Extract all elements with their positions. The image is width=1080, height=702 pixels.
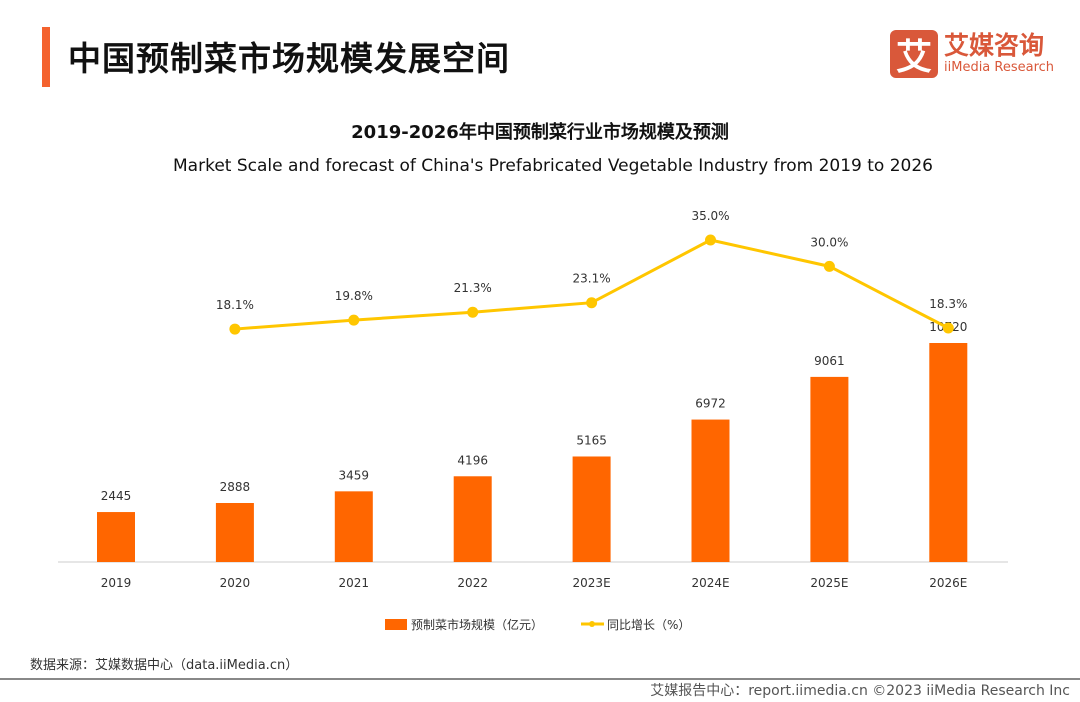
bar-value-label: 6972 xyxy=(695,397,726,411)
bar xyxy=(215,503,254,562)
x-tick-label: 2019 xyxy=(101,576,132,590)
legend-line-marker xyxy=(589,621,595,627)
bar-value-label: 2445 xyxy=(101,489,132,503)
data-source: 数据来源：艾媒数据中心（data.iiMedia.cn） xyxy=(30,658,299,673)
logo-name-cn: 艾媒咨询 xyxy=(944,31,1045,60)
title-accent-bar xyxy=(42,27,50,87)
x-tick-label: 2024E xyxy=(691,576,729,590)
x-tick-label: 2020 xyxy=(220,576,251,590)
growth-point xyxy=(942,322,954,334)
bar xyxy=(334,491,373,562)
growth-point xyxy=(348,314,360,326)
logo-name-en: iiMedia Research xyxy=(944,60,1055,75)
legend-bar-label: 预制菜市场规模（亿元） xyxy=(411,617,543,632)
footer: 艾媒报告中心：report.iimedia.cn ©2023 iiMedia R… xyxy=(650,683,1070,699)
bar-value-label: 3459 xyxy=(339,468,370,482)
x-tick-label: 2023E xyxy=(573,576,611,590)
x-tick-label: 2025E xyxy=(810,576,848,590)
bar xyxy=(572,456,611,562)
bar xyxy=(453,476,492,562)
growth-value-label: 30.0% xyxy=(810,235,848,249)
x-tick-label: 2022 xyxy=(457,576,488,590)
bar xyxy=(810,376,849,562)
x-tick-label: 2026E xyxy=(929,576,967,590)
bar-value-label: 9061 xyxy=(814,354,845,368)
growth-value-label: 18.1% xyxy=(216,298,254,312)
growth-value-label: 23.1% xyxy=(573,272,611,286)
footer-divider xyxy=(0,678,1080,680)
chart-subtitle: Market Scale and forecast of China's Pre… xyxy=(173,156,933,176)
growth-value-label: 21.3% xyxy=(454,281,492,295)
growth-point xyxy=(823,260,835,272)
growth-point xyxy=(467,306,479,318)
bar xyxy=(691,419,730,562)
growth-point xyxy=(705,234,716,246)
growth-value-label: 18.3% xyxy=(929,297,967,311)
logo: 艾 艾媒咨询 iiMedia Research xyxy=(890,30,1054,78)
logo-mark: 艾 xyxy=(890,30,938,78)
growth-value-label: 19.8% xyxy=(335,289,373,303)
growth-value-label: 35.0% xyxy=(691,209,729,223)
x-tick-label: 2021 xyxy=(339,576,370,590)
page-title: 中国预制菜市场规模发展空间 xyxy=(68,39,510,78)
bar xyxy=(929,343,968,562)
legend-bar-swatch xyxy=(385,619,407,630)
bar-value-label: 4196 xyxy=(457,453,488,467)
legend-line-label: 同比增长（%） xyxy=(607,618,690,632)
bar xyxy=(97,512,135,562)
chart-title: 2019-2026年中国预制菜行业市场规模及预测 xyxy=(351,121,729,143)
growth-point xyxy=(586,297,598,309)
legend: 预制菜市场规模（亿元） 同比增长（%） xyxy=(385,617,690,632)
growth-point xyxy=(229,323,241,335)
bar-value-label: 5165 xyxy=(576,433,607,447)
bar-value-label: 2888 xyxy=(220,480,251,494)
